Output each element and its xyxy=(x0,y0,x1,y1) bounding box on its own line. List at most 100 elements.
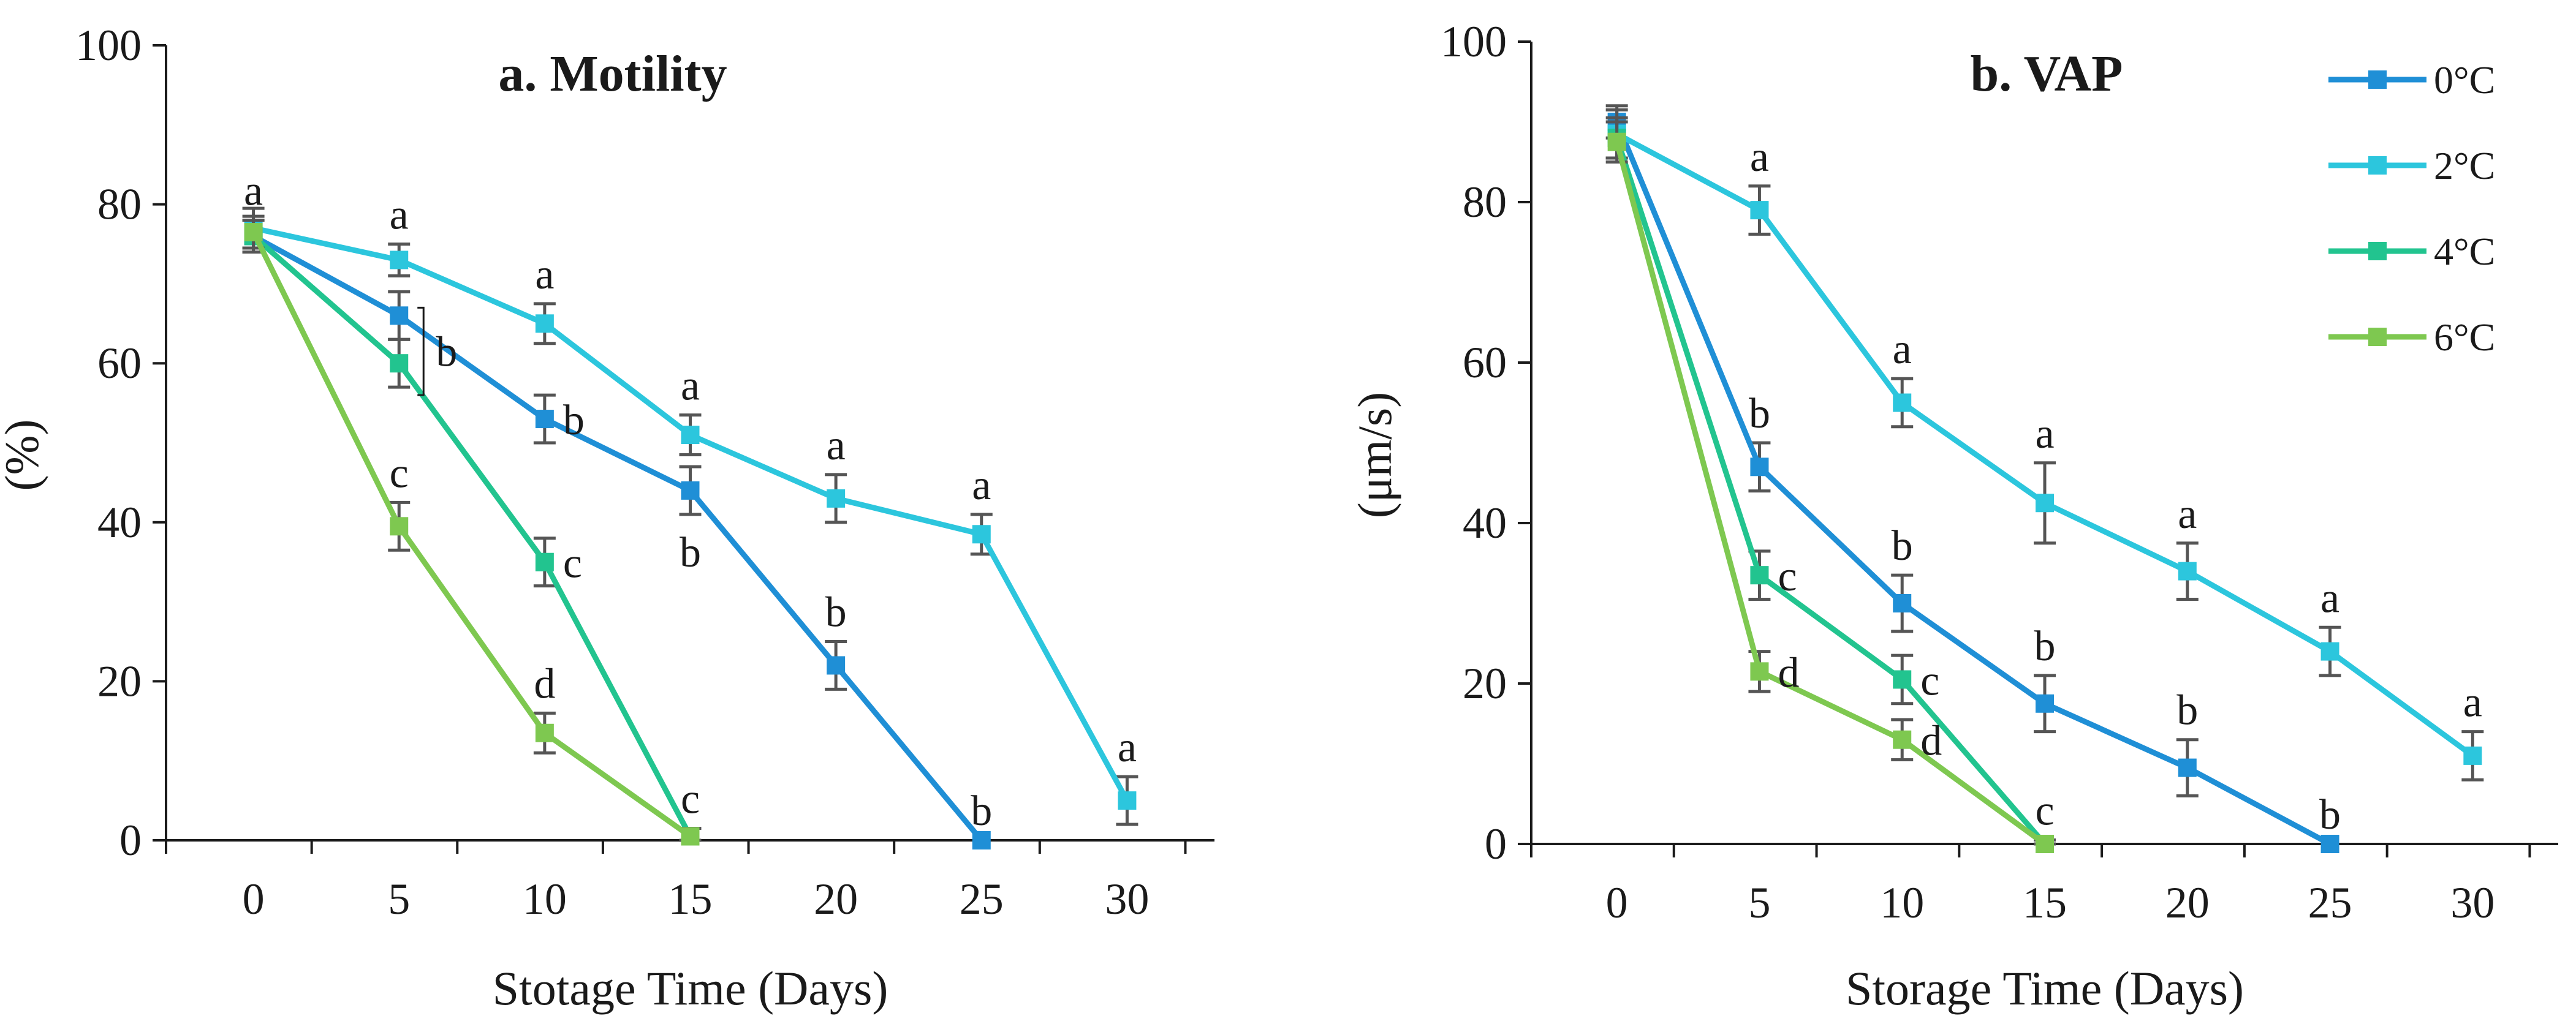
legend-label: 0°C xyxy=(2434,58,2495,102)
series-4Cc xyxy=(1605,116,2056,853)
significance-letter: a xyxy=(2178,491,2197,538)
significance-letter: a xyxy=(244,168,263,215)
annotation-letter: b xyxy=(436,329,457,376)
x-tick-label: 25 xyxy=(2308,878,2352,927)
series-6Cc xyxy=(1605,120,2056,853)
significance-letter: c xyxy=(563,540,582,587)
legend: 0°C 2°C 4°C 6°C xyxy=(2328,58,2495,359)
significance-letter: a xyxy=(1118,724,1137,771)
significance-letter: a xyxy=(1893,326,1912,373)
y-tick-label: 60 xyxy=(97,339,142,388)
series-line xyxy=(1614,121,2332,846)
legend-label: 4°C xyxy=(2434,230,2495,273)
y-tick-label: 20 xyxy=(97,657,142,706)
significance-letter: d xyxy=(1920,718,1942,765)
significance-letter: d xyxy=(1778,649,1799,696)
data-point xyxy=(535,410,554,429)
significance-letter: b xyxy=(680,529,701,576)
data-point xyxy=(2320,642,2339,661)
data-point xyxy=(244,223,263,242)
series-6Cc xyxy=(242,214,702,846)
data-point xyxy=(1750,458,1769,476)
data-point xyxy=(2036,835,2054,853)
legend-marker xyxy=(2368,156,2387,175)
significance-letter: b xyxy=(2176,687,2198,734)
data-point xyxy=(1750,662,1769,681)
x-tick-label: 10 xyxy=(1880,878,1924,927)
significance-letter: a xyxy=(1750,134,1769,181)
data-point xyxy=(827,656,846,675)
y-tick-label: 80 xyxy=(1463,178,1507,227)
series-0Cc xyxy=(1605,104,2339,853)
x-tick-label: 30 xyxy=(1105,875,1149,924)
legend-marker xyxy=(2368,242,2387,260)
data-point xyxy=(1893,393,1912,412)
data-point xyxy=(1750,201,1769,220)
legend-marker xyxy=(2368,328,2387,346)
significance-letter: b xyxy=(971,788,992,835)
significance-letter: c xyxy=(2035,787,2054,834)
data-point xyxy=(827,489,846,508)
data-point xyxy=(972,525,991,544)
data-point xyxy=(681,426,700,445)
data-point xyxy=(1750,566,1769,585)
significance-letter: a xyxy=(390,192,409,239)
y-tick-label: 0 xyxy=(1485,819,1507,868)
series-line xyxy=(252,233,984,842)
legend-label: 6°C xyxy=(2434,315,2495,359)
x-tick-label: 0 xyxy=(1606,878,1628,927)
panel-motility: 0 20 40 60 80 100 0 5 10 15 20 25 30 a. Motility Stota… xyxy=(0,21,1214,1015)
y-axis-title: (%) xyxy=(0,420,48,491)
series-line xyxy=(1614,141,2047,846)
significance-letter: a xyxy=(2035,410,2054,458)
significance-letter: a xyxy=(2320,574,2339,622)
data-point xyxy=(2036,694,2054,713)
x-tick-label: 25 xyxy=(960,875,1004,924)
significance-letter: b xyxy=(1749,390,1770,437)
x-tick-label: 30 xyxy=(2450,878,2495,927)
x-tick-label: 5 xyxy=(388,875,410,924)
data-point xyxy=(390,306,409,325)
data-point xyxy=(2320,835,2339,853)
significance-letter: b xyxy=(563,397,585,444)
y-tick-label: 0 xyxy=(119,816,142,865)
data-point xyxy=(1607,132,1626,151)
x-tick-label: 5 xyxy=(1748,878,1770,927)
data-point xyxy=(2178,758,2197,777)
y-tick-label: 100 xyxy=(75,21,142,70)
chart-title: a. Motility xyxy=(498,45,727,102)
data-point xyxy=(2036,494,2054,513)
x-axis-title: Stotage Time (Days) xyxy=(493,962,888,1015)
series-4Cc xyxy=(242,219,702,846)
y-tick-label: 100 xyxy=(1441,17,1507,66)
data-point xyxy=(681,481,700,500)
significance-letter: a xyxy=(535,251,554,298)
legend-marker xyxy=(2368,70,2387,89)
y-tick-label: 80 xyxy=(97,180,142,229)
series-line xyxy=(251,231,692,839)
significance-letter: a xyxy=(681,363,700,410)
significance-letter: a xyxy=(2463,679,2482,726)
y-axis-title: (μm/s) xyxy=(1348,392,1401,518)
data-point xyxy=(535,723,554,742)
y-tick-label: 40 xyxy=(1463,499,1507,548)
significance-letter: b xyxy=(2034,623,2056,670)
data-point xyxy=(1893,730,1912,749)
series-line xyxy=(251,234,693,838)
significance-letter: a xyxy=(972,462,991,509)
data-point xyxy=(390,250,409,269)
x-axis-title: Storage Time (Days) xyxy=(1846,962,2244,1015)
data-point xyxy=(972,831,991,849)
data-point xyxy=(535,552,554,571)
data-point xyxy=(1893,670,1912,689)
significance-letter: b xyxy=(1892,522,1913,570)
x-tick-label: 10 xyxy=(523,875,567,924)
y-tick-label: 40 xyxy=(97,498,142,547)
series-line xyxy=(1614,137,2047,846)
y-tick-label: 60 xyxy=(1463,338,1507,387)
significance-letter: c xyxy=(681,776,700,823)
annotation-bracket xyxy=(417,306,425,396)
data-point xyxy=(1118,791,1137,810)
